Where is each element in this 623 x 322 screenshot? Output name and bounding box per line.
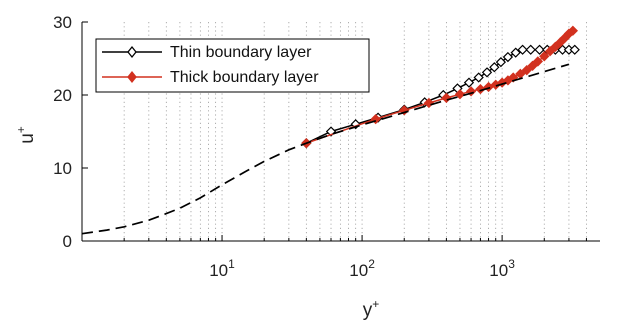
data-point bbox=[475, 84, 486, 95]
x-tick-label: 102 bbox=[349, 257, 375, 280]
data-point bbox=[495, 57, 507, 68]
x-tick-label-base: 10 bbox=[489, 261, 508, 280]
legend-box bbox=[95, 38, 370, 93]
data-point bbox=[567, 25, 579, 36]
x-tick-label-exponent: 1 bbox=[228, 257, 235, 271]
y-axis-label: u+ bbox=[14, 126, 38, 144]
data-point bbox=[532, 56, 544, 67]
y-tick-label: 30 bbox=[53, 13, 72, 32]
data-point bbox=[569, 44, 580, 55]
legend-marker-thin bbox=[127, 45, 137, 59]
x-axis-label: y+ bbox=[363, 297, 380, 321]
reference-dashed-line bbox=[81, 63, 570, 235]
data-point bbox=[489, 62, 500, 73]
data-point bbox=[454, 89, 466, 100]
data-point bbox=[481, 67, 493, 78]
y-tick-label: 0 bbox=[63, 232, 72, 251]
data-point bbox=[521, 65, 532, 76]
data-point bbox=[527, 60, 538, 71]
legend: Thin boundary layer Thick boundary layer bbox=[95, 38, 370, 93]
x-tick-label: 103 bbox=[489, 257, 515, 280]
data-point bbox=[502, 51, 514, 63]
plot-frame bbox=[81, 22, 600, 242]
data-point bbox=[423, 97, 435, 109]
data-point bbox=[534, 44, 545, 55]
x-tick-label-base: 10 bbox=[209, 261, 228, 280]
data-point bbox=[544, 46, 556, 57]
x-tick-label-exponent: 3 bbox=[508, 257, 515, 271]
data-point bbox=[465, 86, 477, 97]
y-tick-label: 20 bbox=[53, 86, 72, 105]
legend-label-thick: Thick boundary layer bbox=[170, 69, 319, 86]
data-point bbox=[463, 77, 475, 88]
data-point bbox=[517, 44, 528, 55]
x-tick-label-base: 10 bbox=[349, 261, 368, 280]
legend-label-thin: Thin boundary layer bbox=[170, 44, 312, 61]
y-tick-label: 10 bbox=[53, 159, 72, 178]
data-point bbox=[525, 44, 536, 55]
data-point bbox=[473, 72, 484, 83]
series-layer bbox=[81, 25, 580, 235]
data-point bbox=[441, 92, 452, 104]
data-point bbox=[510, 47, 521, 58]
legend-marker-thick bbox=[127, 70, 137, 84]
x-tick-label-exponent: 2 bbox=[368, 257, 375, 271]
x-tick-label: 101 bbox=[209, 257, 235, 280]
data-point bbox=[539, 51, 550, 62]
data-point bbox=[370, 113, 381, 125]
